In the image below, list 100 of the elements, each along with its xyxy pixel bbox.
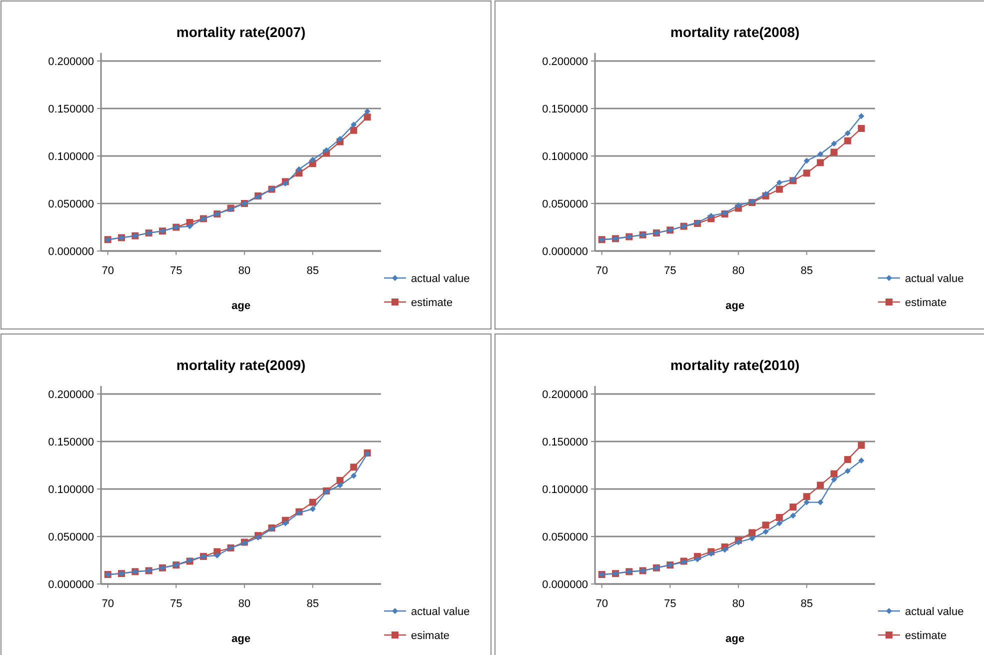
point: [309, 498, 316, 506]
x-axis-title: age: [232, 633, 250, 645]
point: [310, 156, 316, 163]
point: [350, 464, 358, 471]
point: [722, 546, 728, 553]
legend-label: actual value: [411, 606, 470, 618]
x-tick-label: 75: [170, 598, 182, 610]
chart-title: mortality rate(2009): [176, 357, 306, 373]
point: [803, 493, 810, 500]
point: [350, 126, 358, 134]
y-tick-label: 0.200000: [542, 389, 588, 401]
point: [186, 223, 193, 230]
point: [776, 180, 782, 186]
point: [817, 151, 824, 158]
x-tick-label: 75: [170, 265, 182, 277]
point: [817, 499, 824, 506]
y-tick-label: 0.000000: [48, 246, 94, 258]
point: [323, 147, 330, 154]
point: [804, 158, 810, 164]
point: [790, 512, 796, 519]
y-tick-label: 0.050000: [48, 532, 94, 544]
y-tick-label: 0.050000: [542, 532, 588, 544]
legend-label: estimate: [411, 297, 453, 309]
y-tick-label: 0.150000: [542, 436, 588, 448]
point: [748, 529, 756, 536]
point: [831, 140, 838, 147]
x-axis-title: age: [726, 300, 744, 312]
x-tick-label: 70: [102, 265, 114, 277]
x-tick-label: 85: [800, 265, 813, 277]
x-tick-label: 80: [732, 265, 745, 277]
point: [296, 166, 302, 172]
point: [858, 442, 865, 449]
point: [350, 122, 357, 128]
point: [790, 504, 797, 511]
point: [858, 124, 865, 132]
x-axis-title: age: [232, 300, 250, 312]
x-axis-title: age: [726, 633, 744, 645]
point: [749, 535, 756, 542]
point: [364, 108, 370, 114]
chart-title: mortality rate(2010): [670, 357, 800, 373]
point: [214, 552, 220, 558]
point: [762, 522, 770, 529]
point: [694, 556, 700, 562]
point: [803, 170, 810, 177]
point: [735, 202, 742, 208]
y-tick-label: 0.100000: [48, 151, 94, 163]
chart-title: mortality rate(2007): [176, 24, 306, 40]
x-tick-label: 85: [306, 265, 319, 277]
x-tick-label: 70: [596, 265, 608, 277]
legend-label: actual value: [905, 273, 964, 285]
y-tick-label: 0.000000: [542, 246, 588, 258]
point: [708, 550, 714, 557]
point: [844, 137, 852, 144]
point: [776, 514, 783, 521]
point: [844, 130, 851, 136]
legend-label: actual value: [905, 606, 964, 618]
legend-label: actual value: [411, 273, 470, 285]
x-tick-label: 70: [102, 598, 114, 610]
point: [364, 114, 371, 121]
legend-label: estimate: [905, 630, 947, 642]
y-tick-label: 0.100000: [542, 151, 588, 163]
x-tick-label: 75: [664, 598, 676, 610]
point: [830, 470, 838, 478]
point: [776, 520, 782, 526]
x-tick-label: 80: [238, 598, 251, 610]
x-tick-label: 70: [596, 598, 608, 610]
y-tick-label: 0.200000: [542, 56, 588, 68]
y-tick-label: 0.150000: [48, 436, 94, 448]
point: [337, 482, 344, 488]
y-tick-label: 0.150000: [542, 104, 588, 116]
point: [776, 186, 783, 193]
y-tick-label: 0.200000: [48, 56, 94, 68]
legend-label: estimate: [905, 297, 947, 309]
point: [844, 456, 852, 464]
point: [350, 472, 357, 479]
x-tick-label: 80: [732, 598, 745, 610]
point: [282, 520, 288, 526]
y-tick-label: 0.200000: [48, 389, 94, 401]
point: [762, 191, 769, 197]
point: [708, 212, 714, 219]
x-tick-label: 85: [306, 598, 319, 610]
y-tick-label: 0.050000: [48, 198, 94, 210]
y-tick-label: 0.050000: [542, 198, 588, 210]
point: [762, 528, 769, 535]
chart-title: mortality rate(2008): [670, 24, 800, 40]
point: [282, 180, 288, 187]
point: [858, 113, 864, 120]
point: [816, 159, 824, 166]
y-tick-label: 0.000000: [542, 579, 588, 591]
point: [816, 482, 824, 489]
point: [310, 506, 316, 512]
y-tick-label: 0.100000: [48, 484, 94, 496]
x-tick-label: 75: [664, 265, 676, 277]
y-tick-label: 0.150000: [48, 104, 94, 116]
point: [831, 476, 838, 482]
point: [804, 499, 810, 506]
point: [735, 539, 742, 546]
y-tick-label: 0.100000: [542, 484, 588, 496]
point: [337, 136, 344, 142]
point: [858, 458, 864, 464]
